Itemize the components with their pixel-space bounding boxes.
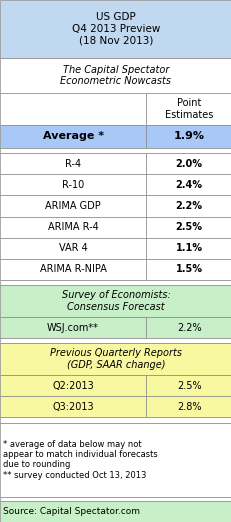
Text: * average of data below may not
appear to match individual forecasts
due to roun: * average of data below may not appear t… [3,440,157,480]
Bar [0,259,146,280]
Bar [0,125,146,148]
Bar [146,317,231,338]
Bar [0,217,146,238]
Text: The Capital Spectator
Econometric Nowcasts: The Capital Spectator Econometric Nowcas… [60,65,171,86]
Bar [0,153,146,174]
Text: 2.0%: 2.0% [175,159,202,169]
Text: R-10: R-10 [62,180,84,190]
Text: 2.5%: 2.5% [175,222,202,232]
Text: 2.2%: 2.2% [176,323,201,333]
Bar [146,238,231,259]
Bar [0,174,146,195]
Text: 1.9%: 1.9% [173,132,204,141]
Bar [146,195,231,217]
Bar [0,280,231,286]
Bar [146,93,231,125]
Text: 1.1%: 1.1% [175,243,202,253]
Text: ARIMA R-NIPA: ARIMA R-NIPA [40,265,106,275]
Text: 2.4%: 2.4% [175,180,202,190]
Bar [0,375,146,396]
Bar [0,501,231,522]
Bar [0,195,146,217]
Text: 1.5%: 1.5% [175,265,202,275]
Bar [0,148,231,153]
Text: Source: Capital Spectator.com: Source: Capital Spectator.com [3,507,139,516]
Text: 2.2%: 2.2% [175,201,202,211]
Text: Q3:2013: Q3:2013 [52,402,94,412]
Bar [0,343,231,375]
Text: VAR 4: VAR 4 [58,243,87,253]
Bar [0,496,231,501]
Bar [0,93,146,125]
Text: Average *: Average * [42,132,103,141]
Bar [0,338,231,343]
Bar [0,418,231,423]
Bar [146,259,231,280]
Bar [146,125,231,148]
Bar [146,375,231,396]
Bar [0,423,231,496]
Text: WSJ.com**: WSJ.com** [47,323,99,333]
Text: Q2:2013: Q2:2013 [52,381,94,390]
Bar [0,286,231,317]
Bar [0,396,146,418]
Text: Previous Quarterly Reports
(GDP, SAAR change): Previous Quarterly Reports (GDP, SAAR ch… [50,349,181,370]
Bar [146,174,231,195]
Bar [146,217,231,238]
Text: US GDP
Q4 2013 Preview
(18 Nov 2013): US GDP Q4 2013 Preview (18 Nov 2013) [72,13,159,45]
Text: ARIMA R-4: ARIMA R-4 [48,222,98,232]
Text: 2.8%: 2.8% [176,402,201,412]
Text: 2.5%: 2.5% [176,381,201,390]
Bar [0,0,231,58]
Bar [0,317,146,338]
Text: ARIMA GDP: ARIMA GDP [45,201,100,211]
Bar [0,238,146,259]
Bar [146,396,231,418]
Text: Point
Estimates: Point Estimates [164,98,212,120]
Bar [146,153,231,174]
Text: Survey of Economists:
Consensus Forecast: Survey of Economists: Consensus Forecast [61,290,170,312]
Bar [0,58,231,93]
Text: R-4: R-4 [65,159,81,169]
